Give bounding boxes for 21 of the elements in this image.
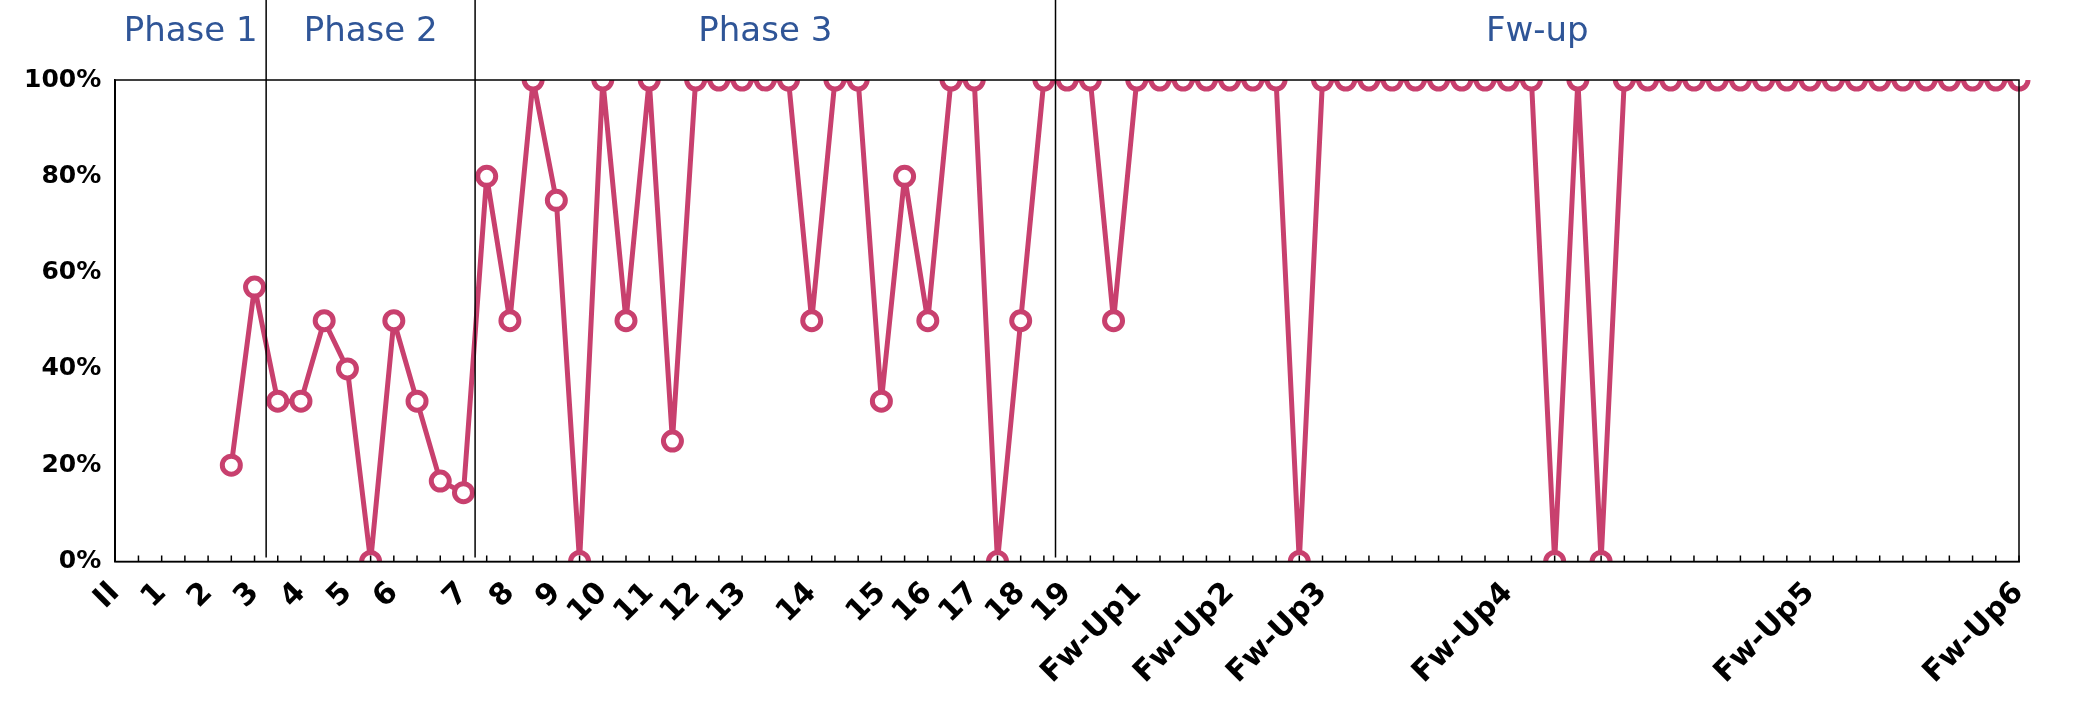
y-tick-label: 0%: [58, 544, 102, 574]
text: Phase 2: [303, 8, 438, 49]
x-tick-label: II: [85, 573, 126, 615]
text: Fw-up: [1485, 8, 1589, 49]
y-tick-label: 80%: [41, 159, 102, 189]
y-tick-label: 60%: [41, 256, 102, 286]
text: Phase 3: [698, 8, 833, 49]
y-tick-label: 40%: [41, 352, 102, 382]
y-tick-label: 100%: [24, 63, 102, 93]
x-tick-label: 13: [698, 573, 753, 629]
x-tick-label: 5: [318, 573, 358, 614]
x-tick-label: 1: [132, 573, 173, 614]
x-tick-label: 3: [225, 573, 265, 614]
x-tick-label: 4: [271, 573, 312, 614]
y-tick-label: 20%: [41, 448, 102, 478]
text: Phase 1: [123, 8, 258, 49]
x-tick-label: 8: [480, 573, 521, 614]
x-tick-label: 6: [364, 573, 405, 614]
x-tick-label: 2: [179, 573, 219, 614]
x-tick-label: 7: [434, 573, 474, 614]
x-tick-label: 14: [767, 573, 823, 629]
